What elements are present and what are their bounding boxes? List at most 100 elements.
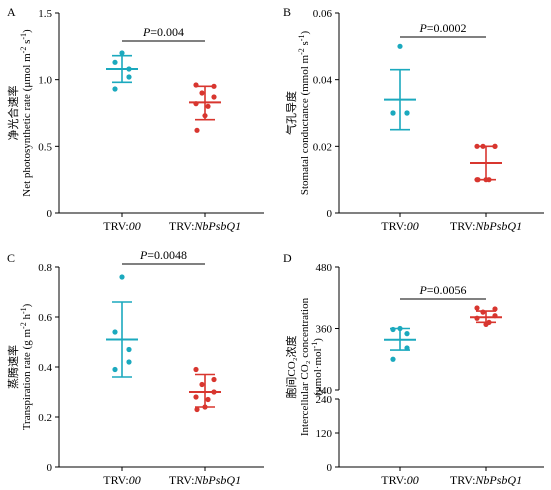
data-point xyxy=(126,346,132,353)
data-point xyxy=(404,110,410,116)
y-tick-label: 0.06 xyxy=(313,8,333,20)
y-axis-label-en: Intercellular CO₂ concentration xyxy=(299,297,311,436)
y-tick-label: 0 xyxy=(47,208,53,220)
y-label-text: Stomatal conductance (mmol m xyxy=(299,54,311,195)
p-value: =0.0002 xyxy=(427,21,467,35)
category-genotype: 00 xyxy=(129,473,141,487)
data-point xyxy=(193,82,199,88)
category-prefix: TRV: xyxy=(103,473,128,487)
p-symbol: P xyxy=(418,21,427,35)
y-label-text: ) xyxy=(21,303,33,307)
y-label-text: s xyxy=(299,41,311,48)
x-category-label: TRV:NbPsbQ1 xyxy=(450,473,522,487)
data-point xyxy=(474,305,480,311)
category-genotype: NbPsbQ1 xyxy=(193,473,241,487)
y-tick-label: 0.6 xyxy=(38,312,52,324)
p-symbol: P xyxy=(139,248,148,262)
data-point xyxy=(119,274,125,280)
category-prefix: TRV: xyxy=(450,473,475,487)
y-tick-label: 0 xyxy=(327,208,333,220)
data-point xyxy=(397,43,403,49)
p-value-label: P=0.004 xyxy=(142,25,184,39)
panel-letter: D xyxy=(283,251,292,265)
data-point xyxy=(112,59,118,65)
data-point xyxy=(483,177,489,183)
y-axis-label-cn: 气孔导度 xyxy=(284,91,298,135)
data-point xyxy=(397,325,403,332)
data-point xyxy=(404,345,410,351)
y-tick-label: 0.04 xyxy=(313,75,333,87)
y-axis-label-cn: 净光合速率 xyxy=(6,86,20,141)
y-tick-label: 360 xyxy=(316,324,333,336)
p-value: =0.004 xyxy=(150,25,184,39)
data-point xyxy=(126,359,132,365)
y-label-text: ) xyxy=(299,31,311,35)
p-value: =0.0056 xyxy=(427,283,467,297)
category-prefix: TRV: xyxy=(450,219,475,233)
data-point xyxy=(483,321,489,327)
y-tick-label: 0 xyxy=(47,462,53,474)
y-tick-label: 0.5 xyxy=(38,141,52,153)
category-genotype: 00 xyxy=(407,473,419,487)
y-axis-label-en: Stomatal conductance (mmol m-2 s-1) xyxy=(297,31,312,196)
data-point xyxy=(126,74,132,80)
y-label-sup: -1 xyxy=(310,342,319,349)
y-label-text: Intercellular CO₂ concentration xyxy=(299,297,311,436)
data-point xyxy=(205,103,211,109)
category-genotype: 00 xyxy=(129,219,141,233)
data-point xyxy=(193,394,199,400)
data-point xyxy=(126,66,132,72)
p-symbol: P xyxy=(142,25,151,39)
data-point xyxy=(390,110,396,116)
data-point xyxy=(475,177,481,183)
category-genotype: NbPsbQ1 xyxy=(474,219,522,233)
data-point xyxy=(211,94,217,100)
x-category-label: TRV:00 xyxy=(381,473,418,487)
y-label-text: h xyxy=(21,314,33,323)
panel-letter: C xyxy=(7,251,15,265)
y-tick-label: 240 xyxy=(316,385,333,397)
category-prefix: TRV: xyxy=(103,219,128,233)
x-category-label: TRV:NbPsbQ1 xyxy=(450,219,522,233)
data-point xyxy=(194,127,200,133)
category-prefix: TRV: xyxy=(381,219,406,233)
data-point xyxy=(112,366,118,373)
category-prefix: TRV: xyxy=(169,219,194,233)
y-label-sup: -1 xyxy=(19,307,28,314)
y-axis-label-cn: 胞间CO₂浓度 xyxy=(284,335,298,398)
data-point xyxy=(390,356,396,362)
data-point xyxy=(194,406,200,413)
y-tick-label: 0.4 xyxy=(38,362,52,374)
data-point xyxy=(199,381,205,388)
panel-letter: B xyxy=(283,5,291,19)
category-prefix: TRV: xyxy=(169,473,194,487)
data-point xyxy=(112,329,118,335)
data-point xyxy=(112,86,118,92)
data-point xyxy=(474,143,480,149)
y-label-text: s xyxy=(21,40,33,47)
data-point xyxy=(480,309,486,315)
category-genotype: NbPsbQ1 xyxy=(193,219,241,233)
data-point xyxy=(199,90,205,96)
data-point xyxy=(205,396,211,403)
data-point xyxy=(202,113,208,119)
panel-letter: A xyxy=(7,5,16,19)
y-tick-label: 0 xyxy=(327,462,333,474)
data-point xyxy=(193,101,199,107)
x-category-label: TRV:NbPsbQ1 xyxy=(169,219,241,233)
data-point xyxy=(492,313,498,319)
data-point xyxy=(390,326,396,333)
x-category-label: TRV:00 xyxy=(381,219,418,233)
data-point xyxy=(202,404,208,410)
y-label-text: ) xyxy=(312,338,324,342)
p-symbol: P xyxy=(418,283,427,297)
y-label-text: ) xyxy=(21,29,33,33)
data-point xyxy=(492,306,498,312)
data-point xyxy=(193,366,199,373)
y-tick-label: 120 xyxy=(316,428,333,440)
y-label-text: (μmol·mol xyxy=(312,348,324,395)
